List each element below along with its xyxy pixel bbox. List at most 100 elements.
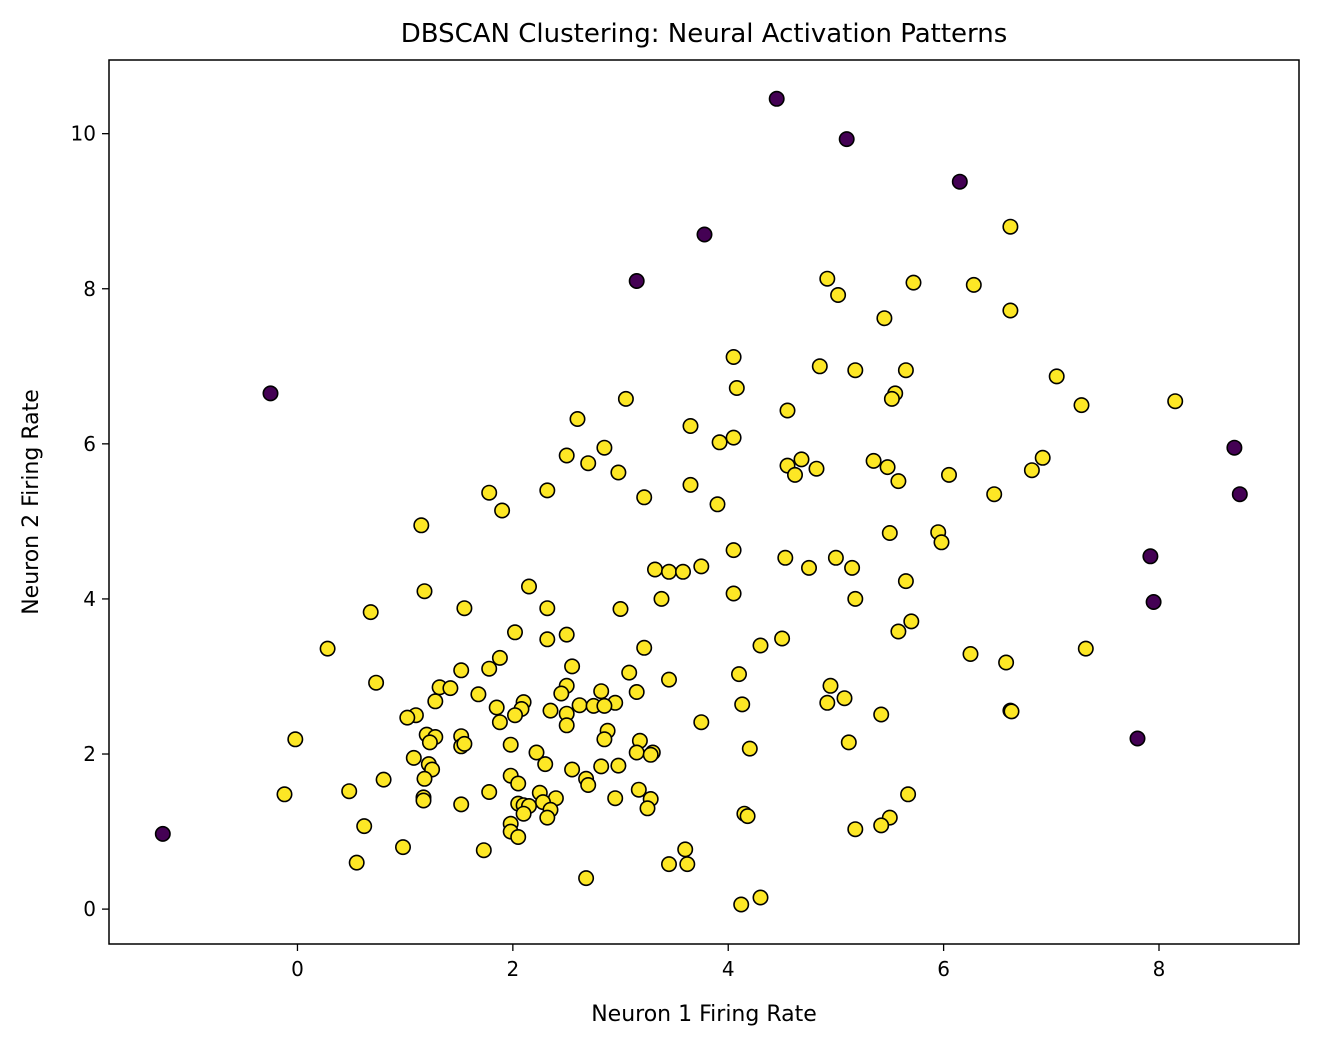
cluster-point	[836, 690, 853, 707]
x-axis-label: Neuron 1 Firing Rate	[591, 1002, 817, 1027]
cluster-point	[593, 758, 610, 775]
cluster-point	[693, 558, 710, 575]
cluster-point	[610, 757, 627, 774]
cluster-point	[537, 756, 554, 773]
cluster-point	[752, 889, 769, 906]
cluster-point	[502, 736, 519, 753]
cluster-point	[1048, 368, 1065, 385]
cluster-point	[564, 658, 581, 675]
cluster-point	[903, 613, 920, 630]
noise-point	[951, 173, 968, 190]
cluster-point	[348, 854, 365, 871]
cluster-point	[827, 549, 844, 566]
cluster-point	[830, 286, 847, 303]
y-axis-label: Neuron 2 Firing Rate	[19, 389, 44, 615]
x-axis: 0 2 4 6 8	[291, 944, 1165, 981]
noise-point	[1142, 548, 1159, 565]
cluster-point	[873, 817, 890, 834]
cluster-point	[786, 466, 803, 483]
cluster-point	[481, 484, 498, 501]
cluster-point	[660, 671, 677, 688]
cluster-point	[539, 600, 556, 617]
noise-point	[1129, 730, 1146, 747]
cluster-point	[986, 486, 1003, 503]
cluster-point	[883, 390, 900, 407]
cluster-point	[897, 362, 914, 379]
cluster-point	[558, 447, 575, 464]
cluster-point	[636, 489, 653, 506]
cluster-point	[844, 559, 861, 576]
cluster-point	[287, 731, 304, 748]
cluster-point	[405, 749, 422, 766]
cluster-point	[491, 714, 508, 731]
cluster-point	[416, 583, 433, 600]
cluster-point	[413, 517, 430, 534]
cluster-point	[711, 434, 728, 451]
cluster-point	[728, 379, 745, 396]
cluster-point	[752, 637, 769, 654]
cluster-point	[341, 783, 358, 800]
cluster-point	[580, 776, 597, 793]
cluster-point	[876, 310, 893, 327]
cluster-point	[733, 896, 750, 913]
cluster-point	[660, 563, 677, 580]
cluster-point	[628, 744, 645, 761]
noise-point	[768, 90, 785, 107]
cluster-point	[569, 410, 586, 427]
cluster-point	[642, 746, 659, 763]
y-tick-label: 0	[83, 897, 96, 921]
cluster-point	[539, 631, 556, 648]
cluster-point	[965, 276, 982, 293]
cluster-point	[774, 630, 791, 647]
cluster-point	[319, 640, 336, 657]
cluster-point	[897, 573, 914, 590]
cluster-point	[580, 455, 597, 472]
cluster-point	[636, 639, 653, 656]
cluster-point	[362, 604, 379, 621]
cluster-point	[674, 563, 691, 580]
cluster-point	[677, 841, 694, 858]
cluster-point	[510, 828, 527, 845]
noise-point	[1231, 486, 1248, 503]
x-tick-label: 2	[506, 957, 519, 981]
cluster-point	[415, 792, 432, 809]
cluster-point	[819, 270, 836, 287]
cluster-point	[610, 464, 627, 481]
y-tick-label: 2	[83, 742, 96, 766]
cluster-point	[421, 734, 438, 751]
cluster-point	[553, 685, 570, 702]
cluster-point	[578, 870, 595, 887]
cluster-point	[962, 645, 979, 662]
cluster-point	[542, 702, 559, 719]
noise-point	[628, 272, 645, 289]
cluster-point	[481, 660, 498, 677]
cluster-point	[475, 842, 492, 859]
cluster-point	[520, 578, 537, 595]
cluster-point	[725, 585, 742, 602]
cluster-point	[488, 699, 505, 716]
cluster-point	[847, 821, 864, 838]
noise-point	[1145, 593, 1162, 610]
cluster-point	[940, 466, 957, 483]
cluster-point	[890, 473, 907, 490]
cluster-point	[730, 666, 747, 683]
cluster-point	[847, 362, 864, 379]
cluster-point	[725, 348, 742, 365]
cluster-point	[808, 460, 825, 477]
y-tick-label: 4	[83, 587, 96, 611]
x-tick-label: 6	[937, 957, 950, 981]
cluster-point	[368, 674, 385, 691]
cluster-point	[725, 429, 742, 446]
cluster-point	[840, 734, 857, 751]
cluster-point	[453, 796, 470, 813]
cluster-point	[734, 696, 751, 713]
cluster-point	[276, 786, 293, 803]
cluster-point	[456, 735, 473, 752]
cluster-point	[442, 680, 459, 697]
cluster-point	[596, 731, 613, 748]
cluster-point	[1003, 703, 1020, 720]
noise-point	[262, 385, 279, 402]
cluster-point	[515, 805, 532, 822]
cluster-point	[628, 683, 645, 700]
